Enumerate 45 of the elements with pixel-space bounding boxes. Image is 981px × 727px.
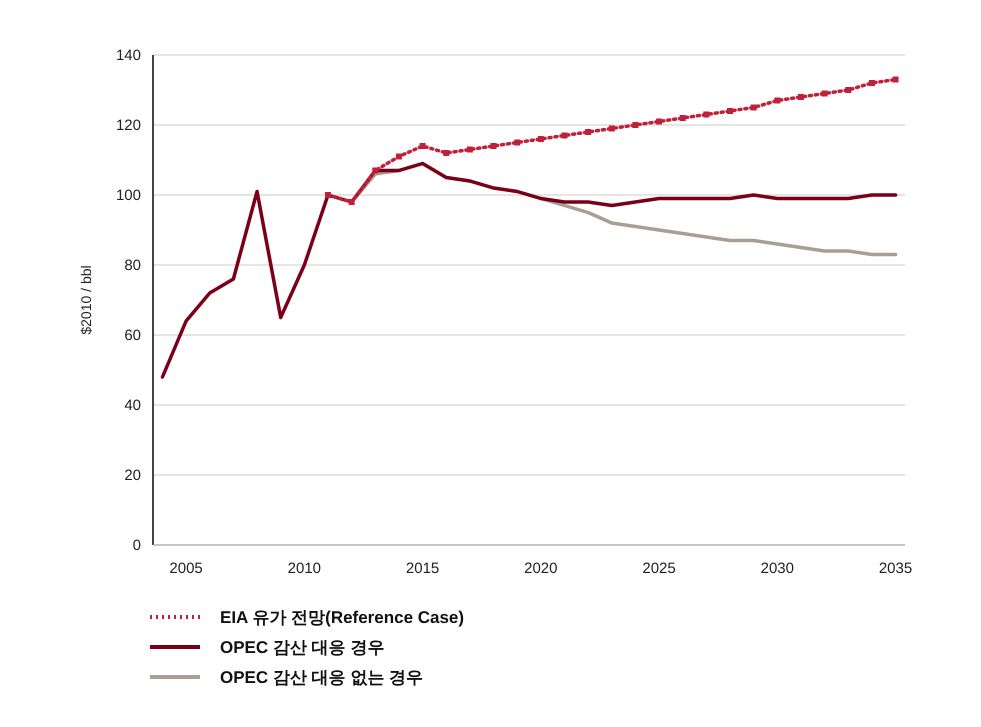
y-tick-label: 140 (116, 47, 141, 64)
point (632, 122, 638, 128)
legend-label: OPEC 감산 대응 없는 경우 (220, 668, 424, 687)
point (420, 143, 426, 149)
point (466, 146, 473, 152)
point (585, 129, 592, 135)
point (750, 104, 757, 110)
x-tick-label: 2020 (524, 560, 558, 577)
legend-label: OPEC 감산 대응 경우 (220, 638, 384, 657)
point (324, 192, 331, 198)
line-series (160, 162, 898, 379)
point (561, 132, 568, 138)
point (845, 87, 852, 93)
y-tick-label: 60 (124, 327, 141, 344)
point (514, 140, 520, 146)
y-axis-title: $2010 / bbl (78, 265, 94, 335)
y-tick-label: 120 (116, 117, 141, 134)
x-tick-label: 2030 (760, 560, 794, 577)
y-tick-label: 100 (116, 187, 141, 204)
point (703, 112, 710, 118)
point (656, 118, 662, 124)
point (372, 168, 378, 174)
x-tick-label: 2015 (406, 560, 440, 577)
point (822, 90, 828, 96)
y-tick-label: 80 (124, 257, 141, 274)
x-tick-label: 2010 (288, 560, 322, 577)
point (443, 150, 450, 156)
point (774, 98, 780, 104)
y-tick-label: 20 (124, 467, 141, 484)
y-tick-label: 0 (132, 537, 141, 554)
point (396, 154, 402, 160)
point (608, 126, 615, 132)
x-tick-label: 2025 (642, 560, 676, 577)
y-tick-label: 40 (124, 397, 141, 414)
point (727, 108, 734, 114)
point (348, 199, 355, 205)
legend-label: EIA 유가 전망(Reference Case) (220, 608, 464, 627)
x-tick-label: 2035 (878, 560, 912, 577)
point (538, 136, 544, 142)
point (892, 76, 899, 82)
point (490, 143, 497, 149)
point (868, 80, 875, 86)
x-tick-label: 2005 (169, 560, 203, 577)
point (798, 94, 804, 100)
point (680, 115, 686, 121)
